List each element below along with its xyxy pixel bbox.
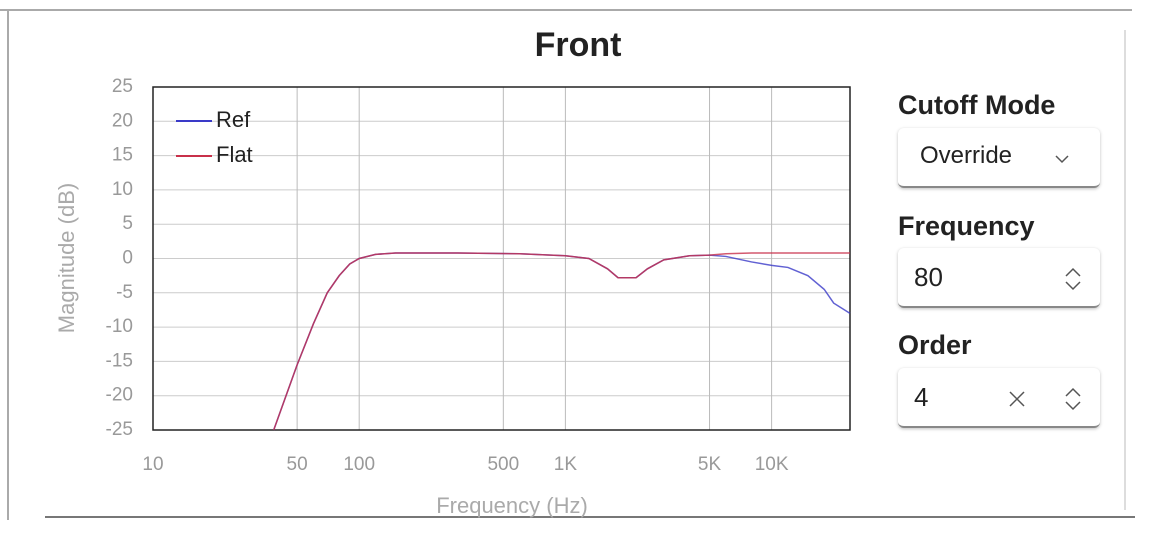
y-tick-label: 0 — [122, 248, 133, 269]
spinner-icon[interactable] — [1064, 266, 1082, 292]
y-tick-label: 5 — [122, 213, 133, 234]
x-tick-label: 10K — [755, 454, 789, 475]
y-tick-label: -15 — [106, 350, 133, 371]
x-tick-label: 500 — [487, 454, 519, 475]
cutoff-mode-label: Cutoff Mode — [898, 90, 1056, 120]
y-tick-label: 15 — [112, 145, 133, 166]
data-line — [273, 252, 850, 431]
x-tick-label: 1K — [554, 454, 578, 475]
spinner-icon[interactable] — [1064, 386, 1082, 412]
chart-title: Front — [535, 26, 622, 64]
legend-label: Flat — [216, 142, 253, 167]
clear-icon[interactable] — [1008, 390, 1026, 408]
y-tick-label: -25 — [106, 419, 133, 440]
y-tick-label: 10 — [112, 179, 133, 200]
cutoff-mode-value: Override — [920, 142, 1013, 169]
y-tick-label: -10 — [106, 316, 133, 337]
frequency-label: Frequency — [898, 211, 1035, 241]
legend-label: Ref — [216, 107, 251, 132]
x-tick-label: 100 — [343, 454, 375, 475]
x-axis-label: Frequency (Hz) — [436, 493, 588, 518]
frequency-value: 80 — [914, 262, 943, 292]
y-tick-label: -20 — [106, 385, 133, 406]
chevron-icon — [1055, 155, 1069, 164]
x-tick-label: 10 — [142, 454, 163, 475]
order-value: 4 — [914, 382, 929, 412]
frequency-input[interactable]: 80 — [898, 248, 1100, 308]
y-axis-label: Magnitude (dB) — [54, 183, 79, 333]
y-tick-label: 25 — [112, 76, 133, 97]
cutoff-mode-select[interactable]: Override — [898, 128, 1100, 188]
plot-border — [152, 86, 851, 431]
x-tick-label: 50 — [287, 454, 308, 475]
x-tick-label: 5K — [698, 454, 722, 475]
order-input[interactable]: 4 — [898, 368, 1100, 428]
y-tick-label: -5 — [116, 282, 133, 303]
y-tick-label: 20 — [112, 110, 133, 131]
order-label: Order — [898, 330, 972, 360]
